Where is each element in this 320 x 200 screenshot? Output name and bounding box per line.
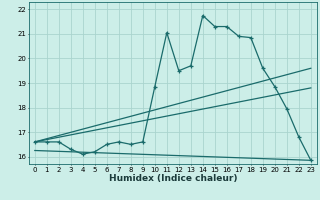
X-axis label: Humidex (Indice chaleur): Humidex (Indice chaleur)	[108, 174, 237, 183]
